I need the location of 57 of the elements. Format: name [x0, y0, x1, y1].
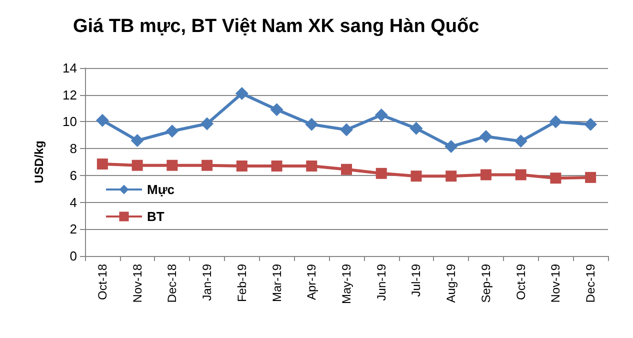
y-tick-label: 10: [62, 114, 77, 130]
x-tick-label: Apr-19: [304, 264, 319, 300]
point: [96, 158, 108, 170]
point: [514, 134, 528, 148]
x-tick-label: May-19: [340, 264, 354, 304]
point: [340, 123, 353, 136]
point: [376, 168, 387, 179]
point: [305, 118, 318, 131]
y-tick-label: 12: [62, 87, 77, 102]
point: [479, 130, 492, 143]
point: [270, 103, 284, 116]
point: [306, 160, 318, 172]
x-tick-label: Dec-19: [584, 264, 598, 303]
x-tick-label: Nov-18: [130, 264, 144, 303]
x-tick-label: Nov-19: [548, 264, 563, 303]
point: [480, 169, 492, 180]
y-tick-label: 4: [70, 194, 77, 210]
y-tick-label: 14: [62, 60, 77, 76]
x-tick-label: Dec-18: [165, 264, 180, 303]
point: [271, 160, 282, 172]
point: [446, 170, 457, 182]
x-tick-label: Mar-19: [270, 264, 284, 302]
point: [166, 160, 178, 171]
point: [130, 134, 144, 148]
legend-label: BT: [147, 209, 164, 224]
point: [374, 108, 388, 122]
point: [584, 118, 598, 131]
y-tick-label: 0: [70, 248, 77, 264]
point: [410, 170, 422, 182]
point: [166, 124, 179, 138]
x-tick-label: Jul-19: [409, 264, 424, 297]
point: [515, 169, 526, 180]
point: [410, 122, 423, 135]
y-tick-label: 6: [70, 168, 77, 183]
point: [341, 164, 352, 175]
point: [202, 160, 213, 171]
point: [235, 87, 248, 100]
legend-label: Mực: [147, 182, 174, 197]
point: [236, 160, 248, 172]
x-tick-label: Feb-19: [234, 264, 249, 302]
x-tick-label: Oct-19: [514, 264, 528, 300]
point: [200, 117, 214, 130]
x-tick-label: Oct-18: [95, 264, 110, 300]
y-tick-label: 8: [70, 141, 77, 156]
point: [132, 160, 143, 171]
point: [549, 115, 562, 128]
point: [550, 172, 562, 184]
point: [96, 114, 109, 127]
x-tick-label: Sep-19: [478, 264, 493, 303]
x-tick-label: Jun-19: [374, 264, 388, 301]
y-axis-title: USD/kg: [32, 140, 46, 184]
x-tick-label: Jan-19: [200, 264, 214, 301]
point: [444, 140, 458, 154]
point: [585, 172, 596, 183]
x-tick-label: Aug-19: [444, 264, 458, 303]
chart-title: Giá TB mực, BT Việt Nam XK sang Hàn Quốc: [73, 16, 480, 37]
y-tick-label: 2: [70, 222, 77, 237]
